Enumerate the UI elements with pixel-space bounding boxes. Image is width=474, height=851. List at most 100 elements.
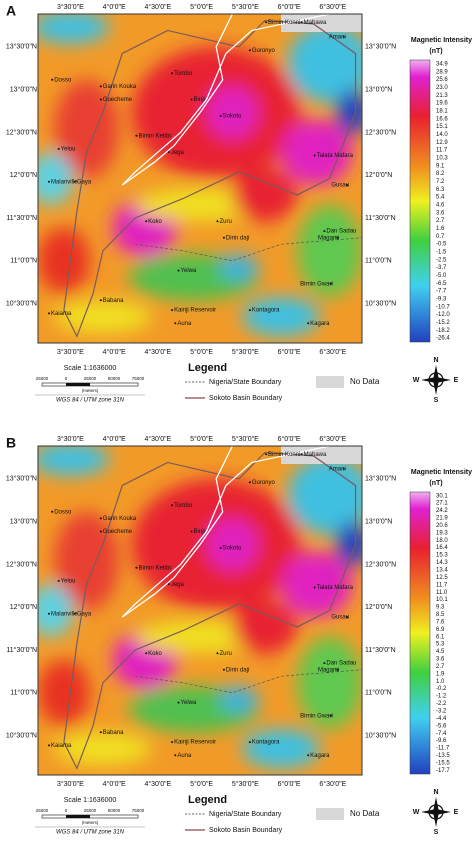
colorbar-label: -4.4: [436, 716, 447, 722]
longitude-label: 6°30'0"E: [319, 780, 346, 788]
place-marker: [51, 510, 54, 513]
anomaly: [281, 551, 353, 618]
longitude-label: 4°30'0"E: [144, 348, 171, 356]
panel-label: B: [6, 435, 16, 451]
place-marker: [222, 236, 225, 239]
colorbar-label: -5.6: [436, 723, 447, 729]
place-marker: [342, 468, 345, 471]
place-name: Garin Kouka: [103, 84, 137, 90]
place-marker: [171, 309, 174, 312]
place-name: Talata Mafara: [317, 153, 354, 159]
place-marker: [248, 741, 251, 744]
legend-swatch: [316, 376, 344, 388]
compass-letter: S: [434, 397, 439, 404]
legend-swatch: [316, 808, 344, 820]
colorbar-label: 15.1: [436, 124, 448, 130]
place-marker: [171, 72, 174, 75]
place-name: Dan Sadau: [326, 661, 356, 667]
place-marker: [51, 78, 54, 81]
compass-letter: N: [433, 789, 438, 796]
colorbar-label: -0.5: [436, 242, 447, 248]
longitude-label: 3°30'0"E: [57, 780, 84, 788]
longitude-label: 5°0'0"E: [190, 3, 213, 11]
compass-letter: N: [433, 357, 438, 364]
place-name: Guecheme: [103, 97, 133, 103]
colorbar-label: 13.4: [436, 567, 448, 573]
place-name: Kontagora: [252, 308, 280, 314]
place-marker: [346, 616, 349, 619]
legend-item: Nigeria/State Boundary: [209, 811, 282, 818]
place-marker: [145, 652, 148, 655]
latitude-label: 11°30'0"N: [365, 646, 396, 654]
no-data-area: [281, 446, 362, 464]
place-marker: [219, 114, 222, 117]
map-image: [38, 14, 362, 343]
colorbar-label: 2.7: [436, 664, 445, 670]
anomaly: [38, 446, 110, 476]
anomaly: [38, 152, 74, 205]
colorbar: [409, 59, 431, 343]
colorbar-label: -9.3: [436, 296, 447, 302]
scale-tick: 25000: [36, 376, 49, 381]
scale-tick: 75000: [132, 808, 145, 813]
colorbar-label: -7.4: [436, 731, 447, 737]
place-name: Auna: [177, 321, 192, 327]
colorbar-label: 1.6: [436, 226, 445, 232]
colorbar-label: 11.7: [436, 148, 448, 154]
place-name: Kagara: [310, 753, 330, 759]
anomaly: [297, 636, 362, 729]
latitude-label: 12°0'0"N: [10, 603, 37, 611]
place-name: Goronyo: [252, 48, 276, 54]
colorbar-label: -11.7: [436, 746, 450, 752]
place-name: Amani: [329, 467, 346, 473]
place-marker: [190, 530, 193, 533]
colorbar-label: 19.6: [436, 101, 448, 107]
colorbar-label: -15.2: [436, 320, 450, 326]
place-name: Guecheme: [103, 529, 133, 535]
place-name: Kaiama: [51, 743, 72, 749]
place-marker: [265, 453, 268, 456]
colorbar-label: 7.6: [436, 619, 445, 625]
panel-label: A: [6, 3, 16, 19]
latitude-label: 10°30'0"N: [365, 299, 396, 307]
place-marker: [216, 220, 219, 223]
longitude-label: 3°30'0"E: [57, 3, 84, 11]
basin-boundary: [63, 19, 357, 338]
place-marker: [47, 312, 50, 315]
scale-bar-fill: [66, 815, 90, 818]
place-name: Sokoto: [223, 114, 242, 120]
longitude-label: 6°0'0"E: [278, 780, 301, 788]
scale-tick: 25000: [84, 376, 97, 381]
place-name: Kainji Reservoir: [174, 740, 216, 746]
place-marker: [171, 741, 174, 744]
place-name: Binji: [194, 97, 205, 103]
colorbar-label: 34.9: [436, 61, 448, 67]
legend-item: No Data: [350, 809, 380, 818]
map-panel: A 3°30'0"E 3°30'0"E 4°0'0"E 4°0'0"E 4°30'0"E 4…: [6, 3, 472, 404]
place-marker: [329, 714, 332, 717]
colorbar-label: -17.7: [436, 768, 450, 774]
longitude-label: 5°30'0"E: [232, 3, 259, 11]
compass-letter: W: [413, 377, 420, 384]
longitude-label: 5°0'0"E: [190, 348, 213, 356]
anomaly: [38, 659, 90, 726]
place-marker: [171, 504, 174, 507]
place-name: Binji: [194, 529, 205, 535]
colorbar-label: -0.2: [436, 686, 447, 692]
latitude-label: 13°30'0"N: [6, 475, 37, 483]
place-name: Gusau: [331, 183, 349, 189]
place-name: Yelou: [61, 146, 76, 152]
latitude-label: 12°0'0"N: [10, 171, 37, 179]
longitude-label: 4°0'0"E: [103, 780, 126, 788]
place-name: Mahawa: [304, 20, 327, 26]
colorbar-label: 7.2: [436, 179, 445, 185]
colorbar-label: -3.2: [436, 708, 447, 714]
scale-tick: 75000: [132, 376, 145, 381]
place-name: Birnin Gwari: [300, 713, 333, 719]
longitude-label: 5°30'0"E: [232, 780, 259, 788]
latitude-label: 12°30'0"N: [6, 560, 37, 568]
place-name: Babana: [103, 298, 124, 304]
colorbar-label: 5.4: [436, 195, 445, 201]
anomaly: [219, 254, 259, 281]
colorbar: [409, 491, 431, 775]
